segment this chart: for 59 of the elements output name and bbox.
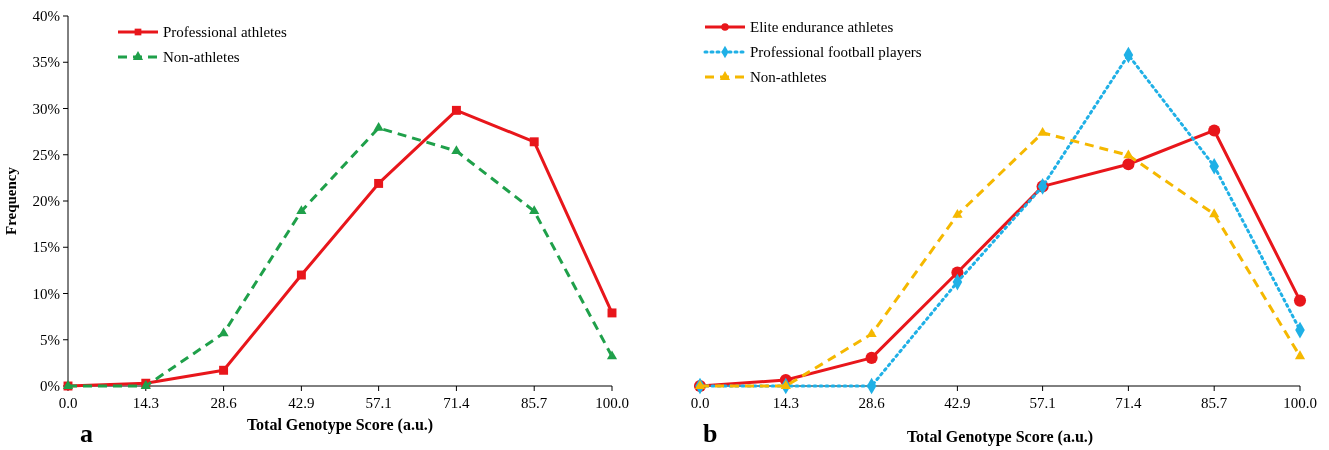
x-tick-label: 42.9 <box>288 395 315 411</box>
legend-label: Elite endurance athletes <box>750 19 894 35</box>
point <box>780 380 791 389</box>
y-tick-label: 10% <box>32 285 60 302</box>
point <box>1209 208 1220 218</box>
legend-label: Non-athletes <box>163 49 240 65</box>
x-tick-label: 71.4 <box>443 395 471 411</box>
point <box>1208 124 1221 137</box>
point <box>1037 126 1048 136</box>
x-tick-label: 57.1 <box>365 395 392 411</box>
point <box>1294 350 1306 360</box>
y-tick-label: 20% <box>32 193 60 209</box>
y-tick-label: 5% <box>40 331 60 348</box>
legend-label: Professional football players <box>750 44 922 60</box>
point <box>952 208 963 218</box>
point <box>529 205 540 215</box>
point <box>218 327 229 337</box>
point <box>374 178 384 188</box>
y-axis-title: Frequency <box>3 166 19 236</box>
text: a <box>80 419 93 448</box>
point <box>1293 294 1307 307</box>
text: b <box>703 419 718 448</box>
x-tick-label: 28.6 <box>858 395 886 411</box>
x-tick-label: 57.1 <box>1029 395 1056 411</box>
x-axis-title: Total Genotype Score (a.u.) <box>246 416 434 434</box>
point <box>694 380 706 389</box>
x-tick-label: 100.0 <box>1283 395 1317 411</box>
legend-label: Professional athletes <box>163 24 287 40</box>
x-tick-label: 71.4 <box>1115 395 1143 411</box>
x-axis-title: Total Genotype Score (a.u.) <box>906 428 1094 446</box>
point <box>219 365 229 375</box>
point <box>529 137 539 147</box>
x-tick-label: 42.9 <box>944 395 971 411</box>
point <box>451 105 461 115</box>
x-tick-label: 85.7 <box>1201 395 1228 411</box>
x-tick-label: 28.6 <box>210 395 238 411</box>
y-tick-label: 0% <box>40 378 60 394</box>
point <box>607 308 617 318</box>
y-tick-label: 35% <box>32 54 60 71</box>
point <box>1122 158 1135 171</box>
point <box>296 205 307 215</box>
point <box>1123 149 1134 159</box>
point <box>866 328 877 337</box>
x-tick-label: 100.0 <box>595 395 629 411</box>
y-tick-label: 15% <box>32 239 60 256</box>
y-tick-label: 30% <box>32 100 60 117</box>
y-tick-label: 25% <box>32 146 60 163</box>
x-tick-label: 85.7 <box>521 395 548 411</box>
point <box>373 122 384 131</box>
legend-label: Non-athletes <box>750 69 827 85</box>
x-tick-label: 0.0 <box>58 395 78 411</box>
point <box>865 351 878 364</box>
x-tick-label: 14.3 <box>772 395 799 411</box>
point <box>451 145 462 154</box>
point <box>296 270 306 280</box>
x-tick-label: 0.0 <box>690 395 710 411</box>
x-tick-label: 14.3 <box>132 395 159 411</box>
y-tick-label: 40% <box>32 8 60 24</box>
point <box>606 350 618 360</box>
